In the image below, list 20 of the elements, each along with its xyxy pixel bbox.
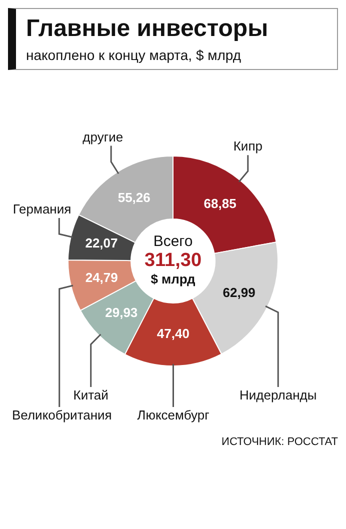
- data-label: 47,40: [156, 326, 190, 342]
- slice-label: Великобритания: [12, 408, 112, 423]
- data-label: 55,26: [118, 190, 150, 206]
- data-label: 22,07: [85, 236, 118, 251]
- slice-label: Нидерланды: [240, 388, 317, 403]
- slice-label: другие: [82, 129, 124, 144]
- text: Всего: [153, 233, 193, 250]
- data-label: 24,79: [85, 270, 118, 286]
- slice-label: Кипр: [233, 138, 262, 154]
- slice-label: Люксембург: [137, 408, 210, 423]
- chart-title: Главные инвесторы: [26, 15, 270, 43]
- slice-label: Германия: [12, 202, 72, 217]
- data-label: 62,99: [222, 284, 256, 300]
- text: 311,30: [144, 250, 202, 272]
- data-label: 29,93: [105, 304, 138, 320]
- text: ИСТОЧНИК: РОССТАТ: [220, 436, 338, 448]
- chart-subtitle: накоплено к концу марта, $ млрд: [26, 47, 242, 63]
- text: $ млрд: [150, 272, 196, 287]
- slice-label: Китай: [73, 388, 108, 403]
- data-label: 68,85: [204, 196, 236, 212]
